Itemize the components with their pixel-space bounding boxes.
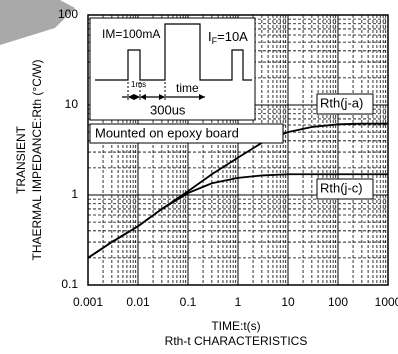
y-axis-label: THAERMAL IMPEDANCE:Rth (°C/W) bbox=[30, 59, 44, 260]
chart-title: Rth-t CHARACTERISTICS bbox=[165, 334, 308, 348]
x-tick-label: 1 bbox=[235, 295, 242, 309]
legend-box bbox=[316, 93, 374, 115]
mounting-box bbox=[89, 123, 284, 144]
y-tick-label: 100 bbox=[58, 7, 78, 21]
series-line bbox=[87, 173, 388, 259]
arrowhead bbox=[128, 94, 134, 100]
corner-decoration bbox=[0, 0, 75, 45]
y-tick-label: 1 bbox=[71, 187, 78, 201]
x-tick-label: 10 bbox=[281, 295, 295, 309]
plot-frame bbox=[87, 14, 389, 286]
arrowhead bbox=[159, 94, 165, 100]
x-tick-label: 0.001 bbox=[73, 295, 103, 309]
arrowhead bbox=[199, 94, 205, 100]
x-tick-label: 0.01 bbox=[126, 295, 150, 309]
y-tick-label: 10 bbox=[65, 97, 79, 111]
curves bbox=[87, 122, 388, 259]
inset-pulse-width: 1ms bbox=[131, 80, 146, 89]
inset-gap: 300us bbox=[150, 102, 186, 117]
legend-label: Rth(j-a) bbox=[320, 95, 363, 110]
inset-if: IF=10A bbox=[208, 29, 248, 46]
x-tick-label: 0.1 bbox=[180, 295, 197, 309]
legend-box bbox=[316, 178, 374, 200]
x-axis-label: TIME:t(s) bbox=[211, 319, 260, 333]
y-tick-label: 0.1 bbox=[61, 277, 78, 291]
inset-im: IM=100mA bbox=[102, 27, 160, 41]
mounting-note: Mounted on epoxy board bbox=[95, 125, 239, 140]
inset-period: time bbox=[176, 81, 199, 95]
arrowhead bbox=[140, 94, 146, 100]
x-tick-label: 100 bbox=[328, 295, 348, 309]
inset: IM=100mA IF=10A 1ms time 300us bbox=[89, 17, 256, 121]
y-axis-label: TRANSIENT bbox=[14, 125, 28, 194]
legend-label: Rth(j-c) bbox=[320, 180, 363, 195]
arrowhead bbox=[134, 94, 140, 100]
pulse-train bbox=[95, 23, 252, 81]
inset-box bbox=[89, 17, 256, 121]
